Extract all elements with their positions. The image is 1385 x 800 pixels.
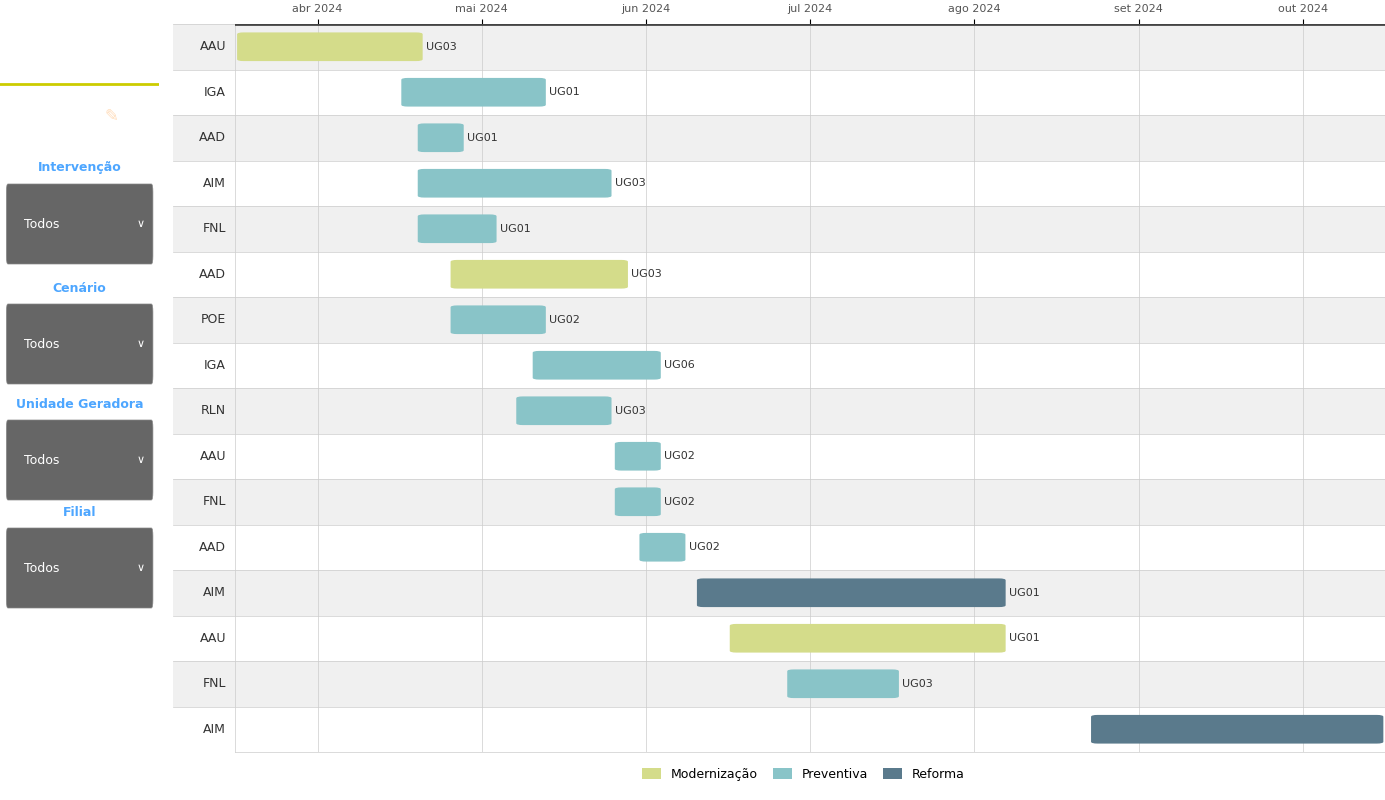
Bar — [173, 251, 235, 297]
Text: ∨: ∨ — [136, 219, 144, 229]
FancyBboxPatch shape — [730, 624, 1006, 653]
Bar — [173, 661, 235, 706]
Bar — [173, 24, 235, 70]
FancyBboxPatch shape — [517, 397, 612, 425]
FancyBboxPatch shape — [418, 214, 497, 243]
Text: AIM: AIM — [204, 177, 226, 190]
Text: UG01: UG01 — [467, 133, 497, 142]
Text: IGA: IGA — [204, 358, 226, 372]
Bar — [173, 297, 235, 342]
Text: AAD: AAD — [199, 268, 226, 281]
FancyBboxPatch shape — [7, 528, 152, 608]
Text: ✎: ✎ — [104, 107, 119, 125]
Bar — [235, 251, 1385, 297]
Text: UG01: UG01 — [1008, 588, 1040, 598]
Text: UG03: UG03 — [902, 678, 933, 689]
FancyBboxPatch shape — [533, 351, 661, 379]
Text: UG01: UG01 — [500, 224, 530, 234]
Bar — [235, 342, 1385, 388]
Text: UG01: UG01 — [1008, 634, 1040, 643]
Bar — [235, 70, 1385, 115]
Text: RLN: RLN — [201, 404, 226, 418]
Text: Mapa
52 semanas: Mapa 52 semanas — [28, 36, 132, 68]
Bar — [173, 615, 235, 661]
Text: AAD: AAD — [199, 131, 226, 144]
Text: FNL: FNL — [202, 495, 226, 508]
Text: AIM: AIM — [204, 722, 226, 736]
Bar — [235, 525, 1385, 570]
Text: FNL: FNL — [202, 678, 226, 690]
FancyBboxPatch shape — [615, 487, 661, 516]
Bar — [173, 706, 235, 752]
FancyBboxPatch shape — [615, 442, 661, 470]
FancyBboxPatch shape — [7, 184, 152, 264]
Bar — [235, 615, 1385, 661]
Text: ∨: ∨ — [136, 455, 144, 465]
Bar — [173, 388, 235, 434]
Text: ∨: ∨ — [136, 339, 144, 349]
Bar — [173, 342, 235, 388]
Text: UG03: UG03 — [427, 42, 457, 52]
Text: UG02: UG02 — [688, 542, 720, 552]
Bar — [235, 206, 1385, 251]
FancyBboxPatch shape — [640, 533, 686, 562]
Text: UG03: UG03 — [615, 406, 645, 416]
FancyBboxPatch shape — [7, 420, 152, 500]
Bar — [235, 434, 1385, 479]
Text: ∨: ∨ — [136, 563, 144, 573]
Text: Todos: Todos — [24, 338, 60, 350]
Text: Filial: Filial — [62, 506, 97, 518]
FancyBboxPatch shape — [402, 78, 546, 106]
FancyBboxPatch shape — [450, 306, 546, 334]
Bar — [235, 479, 1385, 525]
Bar — [235, 115, 1385, 161]
Bar — [173, 70, 235, 115]
Text: UG02: UG02 — [663, 451, 695, 462]
FancyBboxPatch shape — [697, 578, 1006, 607]
Text: POE: POE — [201, 314, 226, 326]
Bar — [173, 115, 235, 161]
Text: UG02: UG02 — [663, 497, 695, 506]
Text: Unidade Geradora: Unidade Geradora — [15, 398, 144, 410]
Text: UG02: UG02 — [548, 314, 580, 325]
Bar — [173, 570, 235, 615]
FancyBboxPatch shape — [787, 670, 899, 698]
Bar — [173, 525, 235, 570]
Text: Intervenção: Intervenção — [37, 162, 122, 174]
FancyBboxPatch shape — [418, 123, 464, 152]
FancyBboxPatch shape — [450, 260, 627, 289]
Bar — [235, 24, 1385, 70]
Text: AAU: AAU — [199, 450, 226, 462]
Text: Cenário: Cenário — [53, 282, 107, 294]
Bar — [235, 388, 1385, 434]
Text: AAU: AAU — [199, 40, 226, 54]
Text: UG03: UG03 — [615, 178, 645, 188]
FancyBboxPatch shape — [7, 304, 152, 384]
Bar — [235, 706, 1385, 752]
Bar — [235, 161, 1385, 206]
Bar — [173, 479, 235, 525]
FancyBboxPatch shape — [1091, 715, 1384, 743]
FancyBboxPatch shape — [237, 33, 422, 61]
Bar — [173, 434, 235, 479]
Text: UG06: UG06 — [663, 360, 695, 370]
Text: AAD: AAD — [199, 541, 226, 554]
Text: FNL: FNL — [202, 222, 226, 235]
Bar — [235, 297, 1385, 342]
Bar — [235, 661, 1385, 706]
Text: AAU: AAU — [199, 632, 226, 645]
Text: Todos: Todos — [24, 562, 60, 574]
Text: IGA: IGA — [204, 86, 226, 98]
Text: Todos: Todos — [24, 218, 60, 230]
Text: UG03: UG03 — [632, 270, 662, 279]
Text: AIM: AIM — [204, 586, 226, 599]
Bar — [173, 206, 235, 251]
FancyBboxPatch shape — [418, 169, 612, 198]
Legend: Modernização, Preventiva, Reforma: Modernização, Preventiva, Reforma — [637, 762, 970, 786]
Text: 🏠: 🏠 — [42, 106, 54, 126]
Text: UG01: UG01 — [548, 87, 580, 98]
Text: Todos: Todos — [24, 454, 60, 466]
Bar — [235, 570, 1385, 615]
Bar — [173, 161, 235, 206]
